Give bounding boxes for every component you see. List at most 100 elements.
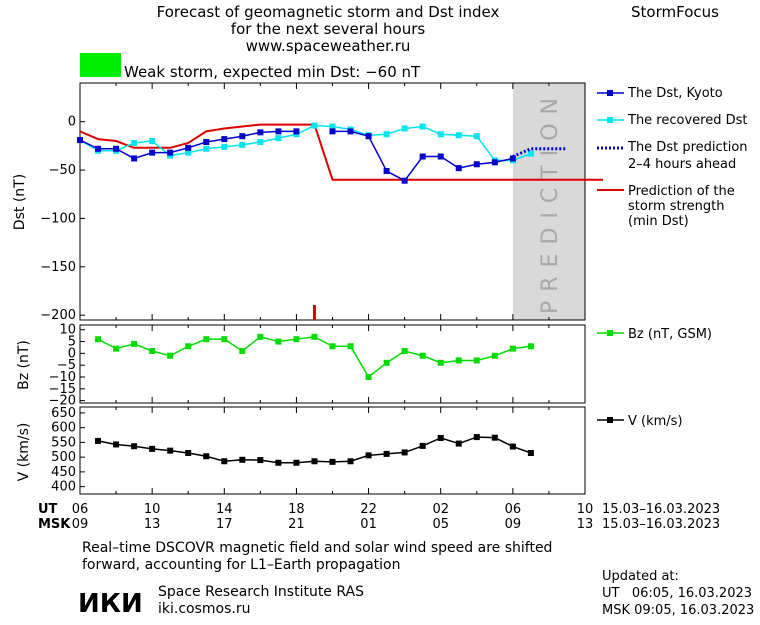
kyoto-dst-point <box>149 149 156 156</box>
legend-strength-label-2: storm strength <box>628 199 725 214</box>
updated-msk: MSK 09:05, 16.03.2023 <box>602 603 754 618</box>
institute-name: Space Research Institute RAS <box>158 584 364 600</box>
storm-strength-line <box>79 123 604 181</box>
y-tick-label: 450 <box>51 465 76 480</box>
ut-tick-label: 06 <box>505 502 522 517</box>
y-tick-label: −5 <box>57 358 76 373</box>
ut-tick-label: 22 <box>360 502 377 517</box>
msk-tick-label: 09 <box>505 517 522 532</box>
bz-point <box>383 359 390 366</box>
speed-point <box>347 458 354 465</box>
legend: The Dst, Kyoto The recovered Dst The Dst… <box>597 86 748 429</box>
y-tick-label: 600 <box>51 421 76 436</box>
kyoto-dst-point <box>293 128 300 135</box>
y-tick-label: 0 <box>68 115 76 130</box>
storm-status-swatch <box>80 53 121 77</box>
speed-point <box>419 442 426 449</box>
bz-point <box>167 352 174 359</box>
kyoto-dst-point <box>203 139 210 146</box>
v-axis-title: V (km/s) <box>16 423 32 482</box>
y-tick-label: −20 <box>49 394 76 409</box>
y-tick-label: 400 <box>51 480 76 495</box>
kyoto-dst-point <box>113 145 120 152</box>
msk-tick-label: 01 <box>360 517 377 532</box>
speed-point <box>293 459 300 466</box>
recovered-dst-point <box>473 133 480 140</box>
bz-point <box>95 336 102 343</box>
dst-axis-title: Dst (nT) <box>12 174 28 230</box>
kyoto-dst-point <box>419 153 426 160</box>
recovered-dst-line <box>79 124 532 162</box>
panel-frame-1 <box>79 324 586 404</box>
msk-date-range: 15.03–16.03.2023 <box>602 517 720 532</box>
kyoto-dst-point <box>473 161 480 168</box>
marks-layer <box>77 122 604 466</box>
bz-point <box>257 333 264 340</box>
kyoto-dst-point <box>95 145 102 152</box>
bz-point <box>239 348 246 354</box>
bz-point <box>419 352 426 359</box>
chart-title-line-1: Forecast of geomagnetic storm and Dst in… <box>157 3 500 21</box>
bz-point <box>347 343 354 350</box>
speed-point <box>491 434 498 441</box>
speed-point <box>257 457 264 464</box>
bz-point <box>329 343 336 350</box>
recovered-dst-point <box>419 123 426 130</box>
kyoto-dst-point <box>131 155 138 162</box>
kyoto-dst-point <box>275 128 282 135</box>
recovered-dst-point <box>401 125 408 132</box>
recovered-dst-point <box>149 138 156 145</box>
kyoto-dst-point <box>383 168 390 175</box>
legend-v-marker <box>607 417 613 423</box>
speed-point <box>167 447 174 454</box>
kyoto-dst-point <box>257 129 264 136</box>
legend-strength-label-3: (min Dst) <box>628 214 689 229</box>
chart-title-line-2: for the next several hours <box>231 20 426 38</box>
kyoto-dst-point <box>437 153 444 160</box>
storm-status-text: Weak storm, expected min Dst: −60 nT <box>124 63 421 81</box>
kyoto-dst-point <box>509 155 516 162</box>
speed-point <box>473 434 480 441</box>
speed-point <box>185 450 192 457</box>
speed-point <box>455 440 462 447</box>
speed-point <box>437 434 444 441</box>
footer-note-line-2: forward, accounting for L1–Earth propaga… <box>82 557 401 573</box>
speed-point <box>527 450 534 457</box>
kyoto-dst-point <box>77 137 83 144</box>
bz-point <box>491 352 498 359</box>
y-tick-label: 500 <box>51 450 76 465</box>
legend-recovered-marker <box>607 117 613 123</box>
y-tick-label: 650 <box>51 406 76 421</box>
recovered-dst-point <box>185 149 192 156</box>
bz-point <box>401 348 408 354</box>
speed-point <box>329 458 336 465</box>
speed-point <box>509 443 516 450</box>
recovered-dst-point <box>131 139 138 146</box>
panel-frame-0 <box>79 82 586 321</box>
bz-point <box>221 336 228 343</box>
speed-point <box>401 449 408 456</box>
bz-point <box>149 348 156 354</box>
speed-point <box>95 437 102 444</box>
recovered-dst-point <box>329 123 336 130</box>
iki-logo: ИКИ <box>78 589 143 619</box>
y-tick-label: −15 <box>49 382 76 397</box>
ut-date-range: 15.03–16.03.2023 <box>602 502 720 517</box>
speed-point <box>149 445 156 452</box>
y-tick-label: −100 <box>40 211 76 226</box>
bz-point <box>113 345 120 352</box>
bz-point <box>509 345 516 352</box>
speed-point <box>113 441 120 448</box>
y-tick-label: −50 <box>49 163 76 178</box>
bz-axis-title: Bz (nT) <box>16 340 32 390</box>
legend-v-label: V (km/s) <box>628 414 683 429</box>
msk-tick-label: 13 <box>144 517 161 532</box>
legend-kyoto-label: The Dst, Kyoto <box>627 86 723 101</box>
kyoto-dst-point <box>365 133 372 140</box>
y-tick-label: −10 <box>49 370 76 385</box>
speed-point <box>275 459 282 466</box>
msk-tick-label: 09 <box>72 517 89 532</box>
prediction-zone <box>512 83 585 320</box>
